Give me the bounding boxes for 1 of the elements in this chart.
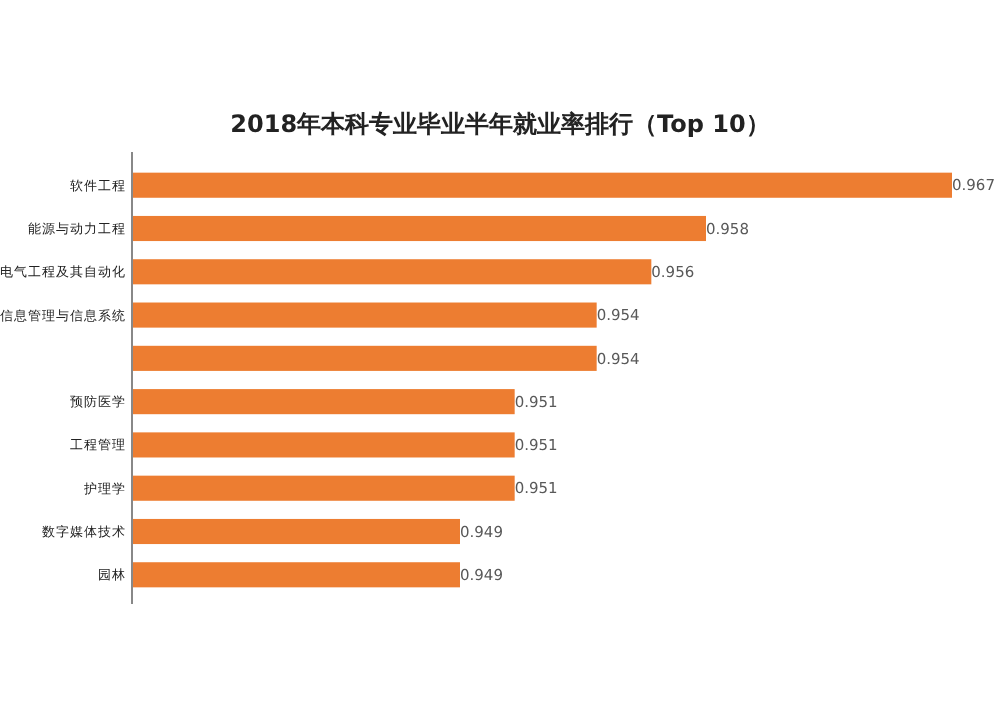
chart-title: 2018年本科专业毕业半年就业率排行（Top 10）: [230, 110, 770, 138]
